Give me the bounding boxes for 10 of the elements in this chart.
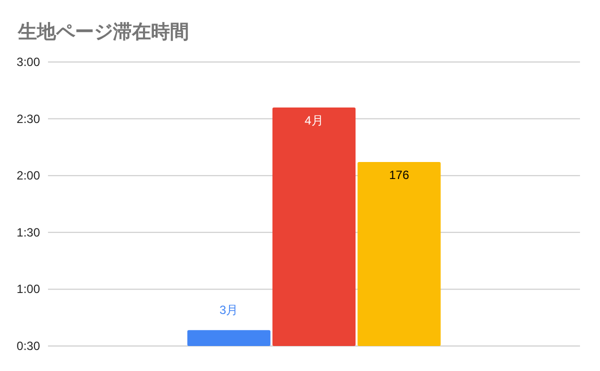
y-tick-label: 2:30 xyxy=(16,112,40,126)
y-tick-label: 1:30 xyxy=(16,225,40,240)
y-tick-label: 2:00 xyxy=(16,168,40,183)
y-tick-label: 0:30 xyxy=(16,339,40,353)
chart-title: 生地ページ滞在時間 xyxy=(17,21,189,43)
y-tick-label: 1:00 xyxy=(16,282,40,296)
series-label: 4月 xyxy=(304,113,324,128)
series-label: 176 xyxy=(389,168,410,182)
y-tick-label: 3:00 xyxy=(16,55,40,69)
series-label: 3月 xyxy=(220,303,238,318)
